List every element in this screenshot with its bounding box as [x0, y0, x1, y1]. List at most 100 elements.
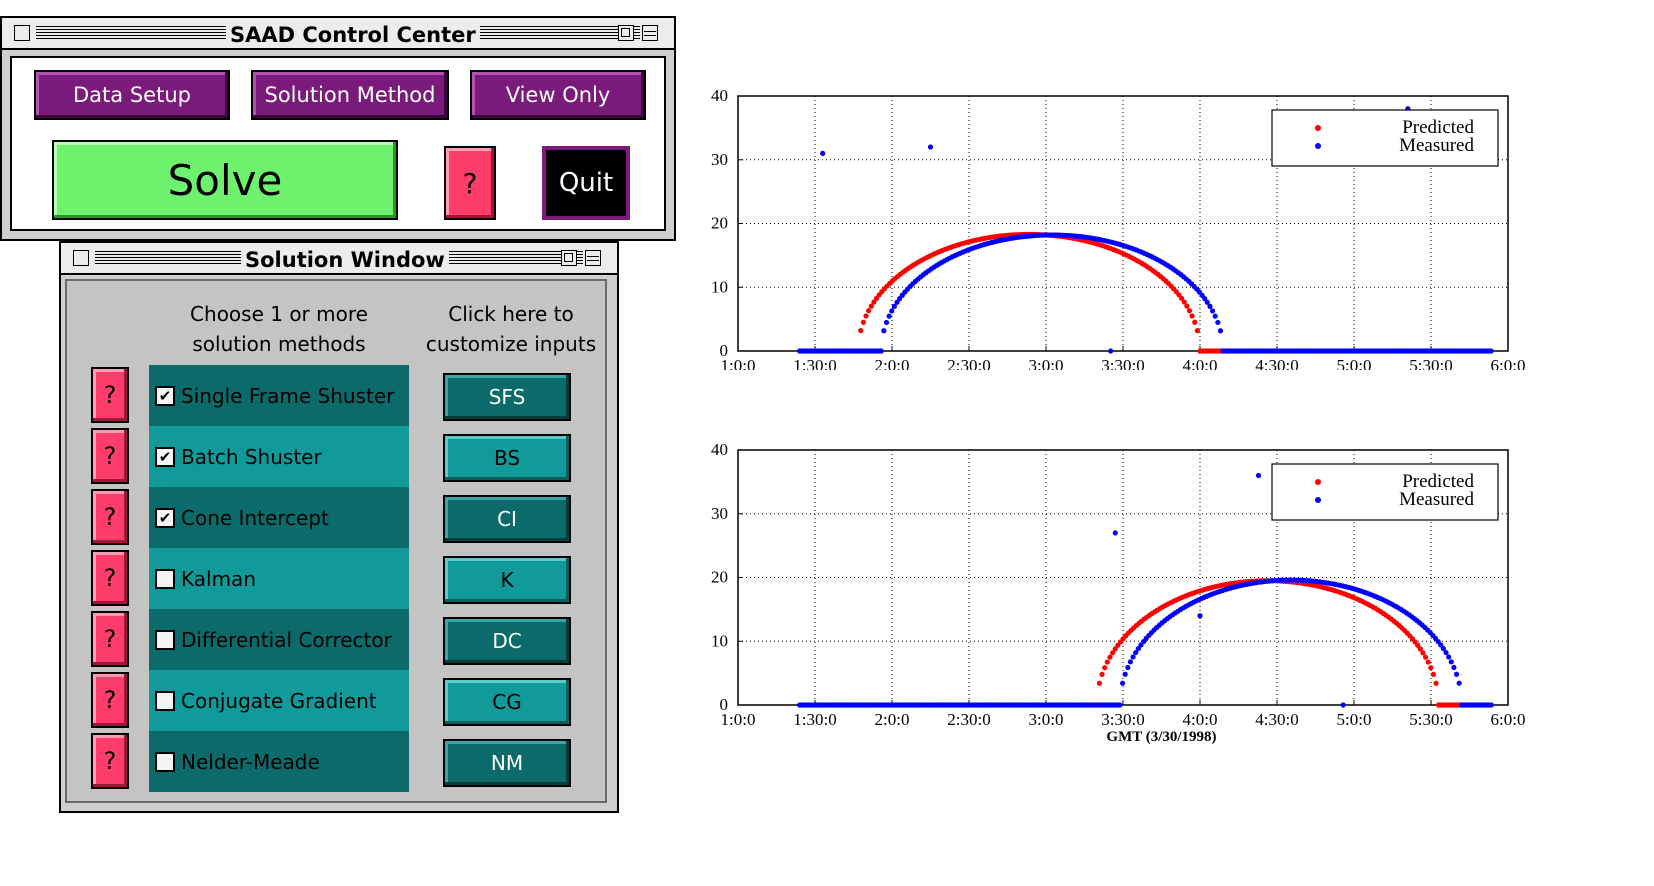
solve-button[interactable]: Solve	[52, 140, 398, 220]
method-help-button[interactable]: ?	[91, 550, 129, 606]
method-row[interactable]: ✔ Single Frame Shuster	[149, 365, 409, 426]
customize-nm-button[interactable]: NM	[443, 739, 571, 787]
point-measured	[1488, 702, 1494, 708]
method-checkbox[interactable]	[155, 568, 175, 589]
data-setup-button[interactable]: Data Setup	[34, 70, 230, 120]
data-points	[797, 472, 1494, 708]
method-help-button[interactable]: ?	[91, 672, 129, 728]
control-center-window: SAAD Control Center Data Setup Solution …	[0, 16, 676, 241]
solution-method-button[interactable]: Solution Method	[251, 70, 449, 120]
method-label: Differential Corrector	[181, 627, 392, 652]
method-row[interactable]: Conjugate Gradient	[149, 670, 409, 731]
method-row[interactable]: Differential Corrector	[149, 609, 409, 670]
point-measured	[883, 319, 890, 326]
method-row[interactable]: Nelder-Meade	[149, 731, 409, 792]
method-checkbox[interactable]: ✔	[155, 507, 175, 528]
point-predicted	[866, 308, 872, 314]
point-measured	[1127, 659, 1134, 665]
point-measured	[1119, 680, 1126, 686]
point-predicted	[1422, 654, 1429, 660]
method-checkbox[interactable]	[155, 629, 175, 650]
point-measured	[1488, 348, 1494, 354]
point-measured	[1122, 671, 1128, 677]
method-help-button[interactable]: ?	[91, 733, 129, 789]
legend-label-predicted: Predicted	[1402, 117, 1474, 138]
point-measured	[1117, 702, 1123, 708]
x-axis-label: GMT (3/30/1998)	[1106, 729, 1216, 745]
point-measured	[1440, 645, 1446, 652]
point-measured	[1459, 702, 1465, 708]
customize-dc-button[interactable]: DC	[443, 617, 571, 665]
point-predicted	[1428, 665, 1434, 671]
point-measured	[1446, 654, 1452, 660]
method-checkbox[interactable]	[155, 751, 175, 772]
x-tick-label: 5:0:0	[1337, 356, 1372, 370]
point-predicted	[1415, 642, 1421, 648]
window-title: Solution Window	[241, 248, 449, 272]
control-center-body: Data Setup Solution Method View Only Sol…	[10, 56, 666, 231]
method-help-button[interactable]: ?	[91, 489, 129, 545]
close-box-icon[interactable]	[73, 250, 89, 266]
customize-cg-button[interactable]: CG	[443, 678, 571, 726]
customize-sfs-button[interactable]: SFS	[443, 373, 571, 421]
point-measured	[1207, 303, 1213, 309]
zoom-box-icon[interactable]	[618, 25, 634, 41]
solution-window-titlebar[interactable]: Solution Window	[61, 243, 617, 275]
point-predicted	[871, 299, 877, 305]
method-row[interactable]: ✔ Cone Intercept	[149, 487, 409, 548]
close-box-icon[interactable]	[14, 25, 30, 41]
control-center-titlebar[interactable]: SAAD Control Center	[2, 18, 674, 50]
method-checkbox[interactable]: ✔	[155, 446, 175, 467]
point-predicted	[1102, 665, 1108, 671]
method-checkbox[interactable]: ✔	[155, 385, 175, 406]
method-label: Conjugate Gradient	[181, 688, 377, 713]
point-predicted	[1436, 702, 1442, 708]
y-tick-label: 20	[711, 568, 728, 587]
point-measured-outlier	[1112, 530, 1118, 536]
view-only-button[interactable]: View Only	[470, 70, 646, 120]
method-help-button[interactable]: ?	[91, 428, 129, 484]
collapse-box-icon[interactable]	[642, 25, 658, 41]
method-help-button[interactable]: ?	[91, 611, 129, 667]
x-tick-label: 1:30:0	[793, 710, 836, 729]
customize-k-button[interactable]: K	[443, 556, 571, 604]
method-checkbox[interactable]	[155, 690, 175, 711]
customize-bs-button[interactable]: BS	[443, 434, 571, 482]
method-label: Cone Intercept	[181, 505, 329, 530]
point-predicted	[1430, 671, 1437, 677]
method-row[interactable]: ✔ Batch Shuster	[149, 426, 409, 487]
y-tick-label: 20	[711, 214, 728, 233]
point-measured	[886, 313, 892, 319]
legend-box	[1271, 463, 1499, 521]
quit-button[interactable]: Quit	[542, 146, 630, 220]
point-measured	[1133, 649, 1139, 656]
point-measured	[878, 348, 884, 354]
x-tick-label: 2:0:0	[875, 710, 910, 729]
point-measured-outlier	[927, 144, 934, 150]
x-tick-label: 6:0:0	[1491, 710, 1526, 729]
point-measured-outlier	[1197, 613, 1203, 619]
legend-label-predicted: Predicted	[1402, 471, 1474, 492]
point-predicted	[1112, 646, 1118, 652]
zoom-box-icon[interactable]	[561, 250, 577, 266]
customize-ci-button[interactable]: CI	[443, 495, 571, 543]
point-measured	[1456, 680, 1462, 686]
method-label: Batch Shuster	[181, 444, 322, 469]
help-button[interactable]: ?	[444, 146, 496, 220]
x-tick-label: 4:0:0	[1183, 356, 1218, 370]
y-tick-label: 30	[711, 150, 728, 169]
collapse-box-icon[interactable]	[585, 250, 601, 266]
x-tick-label: 4:0:0	[1183, 710, 1218, 729]
method-help-button[interactable]: ?	[91, 367, 129, 423]
point-measured	[1212, 313, 1218, 319]
point-measured	[1209, 308, 1216, 314]
legend-label-measured: Measured	[1399, 135, 1474, 156]
legend-marker-measured	[1315, 497, 1321, 503]
method-label: Single Frame Shuster	[181, 383, 395, 408]
point-measured	[1135, 645, 1141, 652]
y-tick-label: 0	[720, 695, 729, 714]
method-row[interactable]: Kalman	[149, 548, 409, 609]
choose-header-line-2: solution methods	[192, 332, 366, 356]
point-measured	[881, 328, 887, 334]
